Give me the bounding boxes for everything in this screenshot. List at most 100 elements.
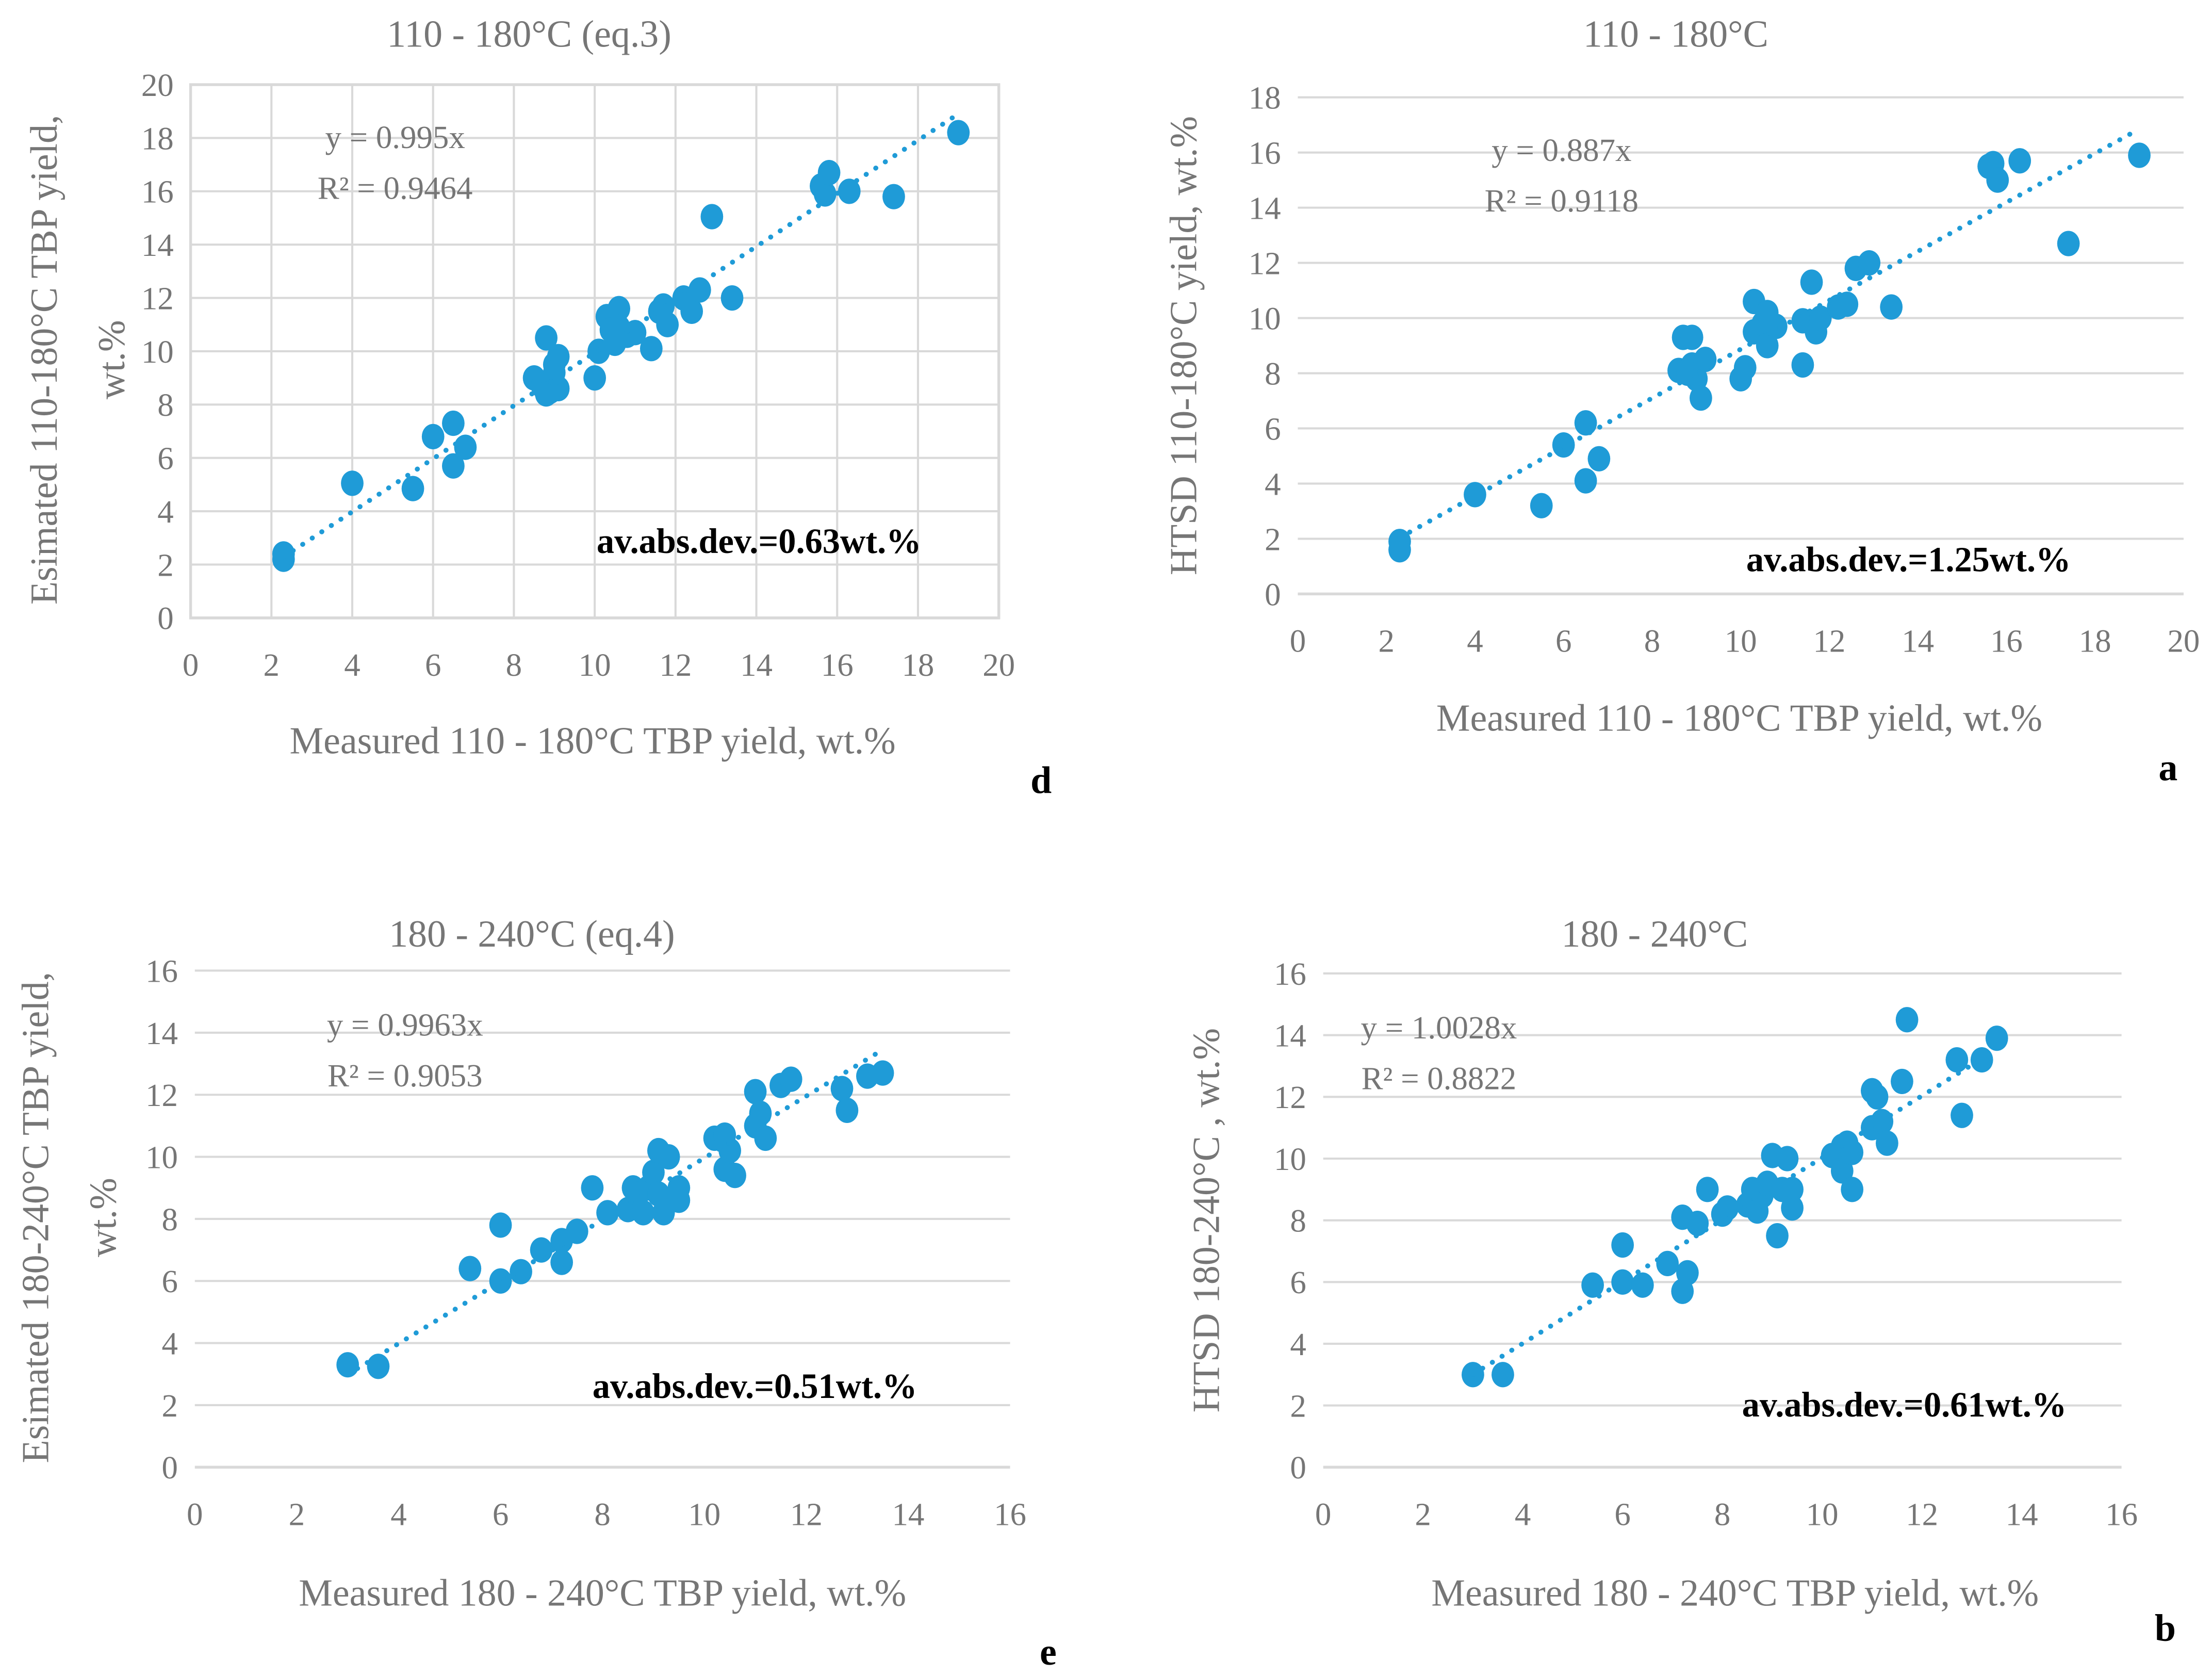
chart-title: 180 - 240°C (eq.4) — [389, 913, 675, 955]
data-point — [2057, 231, 2080, 256]
data-point — [1587, 446, 1611, 471]
panel-letter: e — [1040, 1631, 1057, 1673]
data-point — [1686, 1211, 1709, 1236]
data-point — [1776, 1146, 1799, 1171]
r-squared-label: R² = 0.9118 — [1485, 183, 1638, 219]
y-axis-label: HTSD 110-180°C yield, wt.% — [1162, 116, 1205, 575]
data-point — [341, 470, 364, 496]
y-tick-label: 18 — [141, 120, 174, 156]
y-tick-label: 16 — [141, 174, 174, 210]
x-tick-label: 8 — [506, 647, 522, 683]
x-tick-label: 14 — [1902, 623, 1934, 659]
data-point — [1809, 305, 1832, 331]
trendline-equation: y = 0.887x — [1492, 132, 1631, 168]
data-point — [1581, 1272, 1604, 1298]
data-point — [754, 1125, 777, 1151]
data-point — [1800, 269, 1823, 295]
deviation-annotation: av.abs.dev.=0.63wt.% — [597, 522, 922, 561]
data-point — [1880, 294, 1903, 320]
trendline-equation: y = 0.9963x — [327, 1006, 483, 1043]
data-point — [1765, 313, 1788, 339]
data-point — [947, 120, 970, 145]
x-tick-label: 2 — [289, 1496, 305, 1532]
data-point — [724, 1163, 746, 1189]
y-tick-label: 8 — [1265, 355, 1281, 392]
x-tick-label: 10 — [1725, 623, 1757, 659]
data-point — [1631, 1272, 1654, 1298]
y-tick-label: 20 — [141, 67, 174, 103]
y-tick-label: 0 — [1290, 1450, 1306, 1486]
y-tick-label: 8 — [157, 387, 173, 423]
data-point — [489, 1268, 512, 1294]
x-tick-label: 16 — [994, 1496, 1026, 1532]
deviation-annotation: av.abs.dev.=0.61wt.% — [1742, 1385, 2067, 1424]
y-tick-label: 4 — [157, 494, 173, 530]
data-point — [680, 298, 703, 324]
data-point — [272, 541, 295, 567]
data-point — [1492, 1362, 1514, 1388]
data-point — [1895, 1007, 1919, 1033]
y-tick-label: 12 — [1274, 1079, 1306, 1115]
y-tick-label: 6 — [1265, 411, 1281, 447]
y-axis-label: Esimated 110-180°C TBP yield, — [23, 115, 65, 605]
x-tick-label: 10 — [579, 647, 611, 683]
x-tick-label: 20 — [2167, 623, 2200, 659]
x-tick-label: 0 — [1290, 623, 1306, 659]
y-tick-label: 14 — [1249, 190, 1281, 226]
x-tick-label: 4 — [1467, 623, 1483, 659]
x-axis-label: Measured 110 - 180°C TBP yield, wt.% — [289, 719, 895, 761]
y-tick-label: 14 — [1274, 1018, 1306, 1054]
y-tick-label: 14 — [145, 1015, 178, 1051]
y-tick-label: 16 — [1274, 956, 1306, 992]
data-point — [1696, 1177, 1719, 1202]
y-axis-label: wt.% — [82, 1178, 124, 1257]
data-point — [454, 434, 477, 460]
panel-letter: b — [2155, 1607, 2176, 1649]
y-tick-label: 12 — [1249, 245, 1281, 281]
trendline — [1397, 126, 2142, 541]
data-point — [583, 365, 606, 391]
x-tick-label: 20 — [982, 647, 1015, 683]
data-point — [657, 1144, 680, 1170]
data-point — [1676, 360, 1699, 386]
data-point — [1830, 1158, 1854, 1184]
data-point — [640, 336, 663, 362]
y-tick-label: 2 — [162, 1388, 178, 1424]
x-axis-label: Measured 180 - 240°C TBP yield, wt.% — [1431, 1571, 2039, 1614]
data-point — [1690, 385, 1712, 411]
data-point — [1781, 1177, 1804, 1202]
x-axis-label: Measured 180 - 240°C TBP yield, wt.% — [299, 1571, 906, 1614]
data-point — [442, 453, 465, 479]
data-point — [838, 178, 861, 204]
chart-panel-a: 0 2 4 6 8 10 12 14 16 18 0 2 4 6 8 10 12 14 16 18 20 110 - 18… — [1162, 12, 2200, 788]
y-axis-label: Esimated 180-240°C TBP yield, — [14, 972, 56, 1463]
data-point — [817, 160, 841, 186]
data-point — [336, 1352, 359, 1378]
data-point — [720, 285, 744, 311]
chart-title: 110 - 180°C (eq.3) — [387, 12, 671, 55]
data-point — [1836, 291, 1859, 317]
x-tick-label: 6 — [1614, 1496, 1630, 1532]
x-tick-label: 4 — [1515, 1496, 1531, 1532]
x-tick-label: 12 — [1906, 1496, 1938, 1532]
y-tick-label: 16 — [1249, 135, 1281, 171]
data-point — [882, 184, 905, 209]
plot-area-border — [189, 83, 1001, 620]
y-tick-label: 10 — [141, 334, 174, 370]
y-axis-label: wt.% — [90, 320, 133, 399]
chart-panel-b: 0 2 4 6 8 10 12 14 16 0 2 4 6 8 10 12 14 16 180 - 240°C y =… — [1185, 913, 2176, 1649]
x-tick-label: 18 — [2079, 623, 2111, 659]
data-point — [1611, 1269, 1634, 1295]
x-tick-label: 10 — [1806, 1496, 1839, 1532]
data-point — [744, 1079, 767, 1104]
data-point — [1464, 482, 1486, 508]
data-point — [565, 1218, 588, 1244]
data-point — [1530, 493, 1553, 518]
x-tick-label: 16 — [2105, 1496, 2138, 1532]
data-point — [535, 325, 558, 351]
x-tick-label: 14 — [2006, 1496, 2038, 1532]
x-tick-label: 2 — [1378, 623, 1394, 659]
y-tick-label: 18 — [1249, 80, 1281, 116]
data-point — [688, 277, 711, 303]
data-point — [1891, 1068, 1913, 1095]
